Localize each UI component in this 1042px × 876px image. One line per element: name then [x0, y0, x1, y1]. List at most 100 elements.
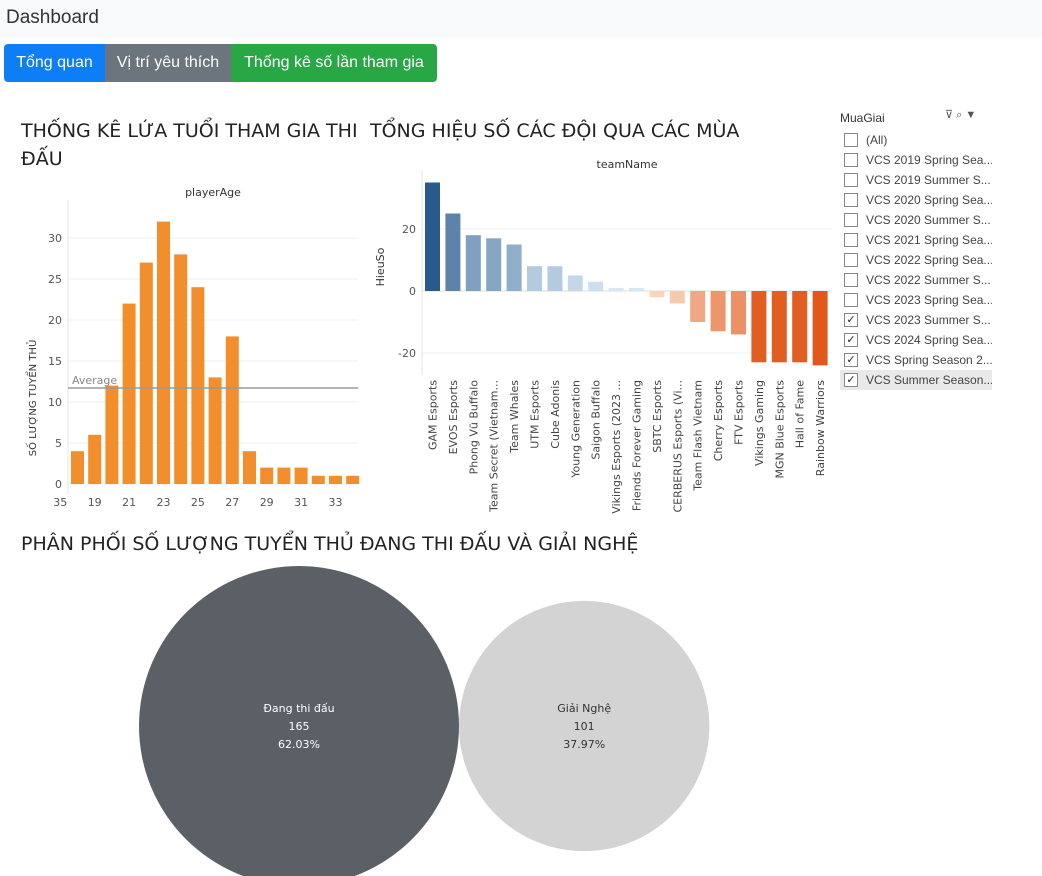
diff-bar[interactable]: [649, 291, 665, 298]
pie-circle[interactable]: [459, 600, 710, 852]
diff-xtick-label: Vikings Esports (2023 ...: [610, 380, 623, 514]
tab-favorite-position-button[interactable]: Vị trí yêu thích: [105, 44, 231, 82]
season-filter-label: VCS 2020 Spring Sea...: [866, 193, 992, 207]
checkbox-icon[interactable]: [844, 213, 858, 227]
diff-bar[interactable]: [771, 291, 787, 363]
checkbox-checked-icon[interactable]: ✓: [844, 313, 858, 327]
age-xtick-label: 35: [53, 496, 67, 509]
age-xtick-label: 31: [294, 496, 308, 509]
season-filter-item[interactable]: VCS 2020 Summer S...: [840, 210, 992, 230]
pie-circle[interactable]: [139, 566, 459, 876]
season-filter-item[interactable]: VCS 2023 Spring Sea...: [840, 290, 992, 310]
dropdown-icon[interactable]: ▼: [965, 109, 977, 121]
diff-bar[interactable]: [608, 287, 624, 291]
pie-value-label: 165: [289, 720, 310, 733]
age-bar[interactable]: [174, 254, 188, 484]
age-bars: [71, 221, 360, 484]
checkbox-icon[interactable]: [844, 253, 858, 267]
diff-xtick-label: Saigon Buffalo: [590, 380, 603, 460]
age-histogram-chart[interactable]: playerAge SỐ LƯỢNG TUYỂN THỦ 0 5 10 15 20 25 3…: [0, 178, 370, 518]
age-bar[interactable]: [277, 467, 291, 484]
checkbox-checked-icon[interactable]: ✓: [844, 333, 858, 347]
season-filter-label: VCS 2022 Summer S...: [866, 273, 991, 287]
diff-bar[interactable]: [792, 291, 808, 363]
season-filter-item[interactable]: VCS 2020 Spring Sea...: [840, 190, 992, 210]
diff-bar[interactable]: [445, 213, 461, 292]
season-filter-item[interactable]: ✓ VCS 2024 Spring Sea...: [840, 330, 992, 350]
age-bar[interactable]: [243, 451, 256, 484]
diff-xtick-label: Cube Adonis: [549, 380, 562, 449]
checkbox-icon[interactable]: [844, 153, 858, 167]
checkbox-icon[interactable]: [844, 173, 858, 187]
age-bar[interactable]: [139, 262, 153, 484]
age-bar[interactable]: [122, 303, 136, 484]
diff-bar[interactable]: [486, 238, 502, 291]
diff-bar[interactable]: [731, 291, 746, 335]
pie-percent-label: 62.03%: [278, 738, 320, 751]
age-bar[interactable]: [329, 475, 342, 484]
diff-bar[interactable]: [506, 244, 522, 292]
age-bar[interactable]: [311, 475, 325, 484]
diff-bar[interactable]: [588, 281, 604, 291]
checkbox-icon[interactable]: [844, 193, 858, 207]
checkbox-icon[interactable]: [844, 233, 858, 247]
age-bar[interactable]: [157, 221, 170, 484]
season-filter-label: VCS 2019 Spring Sea...: [866, 153, 992, 167]
pie-value-label: 101: [574, 720, 595, 733]
age-bar[interactable]: [346, 475, 360, 484]
diff-ytick-label: 20: [402, 223, 416, 236]
age-xtick-label: 21: [122, 496, 136, 509]
age-bar[interactable]: [191, 287, 205, 484]
season-filter-label: VCS 2022 Spring Sea...: [866, 253, 992, 267]
season-filter-item[interactable]: ✓ VCS Summer Season...: [840, 370, 992, 390]
diff-bar[interactable]: [690, 291, 706, 322]
diff-xtick-label: Team Secret (Vietnam...: [488, 380, 501, 513]
season-filter-item[interactable]: VCS 2019 Summer S...: [840, 170, 992, 190]
diff-bar[interactable]: [812, 291, 828, 366]
dashboard-brand[interactable]: Dashboard: [6, 7, 99, 28]
season-filter-item[interactable]: (All): [840, 130, 992, 150]
age-ytick-label: 0: [55, 478, 62, 491]
checkbox-checked-icon[interactable]: ✓: [844, 373, 858, 387]
tab-overview-button[interactable]: Tổng quan: [4, 44, 105, 82]
diff-bar[interactable]: [465, 235, 481, 291]
season-filter-label: (All): [866, 133, 888, 147]
age-bar[interactable]: [71, 451, 84, 484]
diff-yticks: -20 0 20: [398, 223, 416, 360]
age-bar[interactable]: [294, 467, 308, 484]
diff-bar[interactable]: [751, 291, 767, 363]
diff-xtick-label: EVOS Esports: [447, 380, 460, 455]
diff-bar[interactable]: [669, 291, 685, 304]
age-bar[interactable]: [225, 336, 239, 484]
season-filter-item[interactable]: VCS 2019 Spring Sea...: [840, 150, 992, 170]
checkbox-icon[interactable]: [844, 293, 858, 307]
season-filter-item[interactable]: VCS 2022 Summer S...: [840, 270, 992, 290]
diff-bar[interactable]: [629, 287, 644, 291]
diff-bar[interactable]: [547, 266, 563, 291]
team-goal-difference-chart[interactable]: teamName -20 0 20 GAM Esports EVOS Esports P…: [370, 150, 840, 520]
age-bar[interactable]: [88, 434, 102, 484]
diff-bar[interactable]: [710, 291, 726, 332]
checkbox-checked-icon[interactable]: ✓: [844, 353, 858, 367]
pie-chart-title: PHÂN PHỐI SỐ LƯỢNG TUYỂN THỦ ĐANG THI ĐẤ…: [21, 533, 639, 555]
season-filter-item[interactable]: ✓ VCS 2023 Summer S...: [840, 310, 992, 330]
season-filter-item[interactable]: VCS 2021 Spring Sea...: [840, 230, 992, 250]
age-bar[interactable]: [260, 467, 274, 484]
diff-bar[interactable]: [567, 275, 583, 292]
diff-ytick-label: 0: [409, 285, 416, 298]
age-xtick-label: 25: [191, 496, 205, 509]
season-filter-item[interactable]: ✓ VCS Spring Season 2...: [840, 350, 992, 370]
search-icon[interactable]: ⌕: [956, 109, 963, 121]
diff-xtick-label: Phong Vũ Buffalo: [467, 380, 480, 475]
age-chart-header: playerAge: [185, 186, 241, 199]
age-bar[interactable]: [105, 385, 119, 484]
checkbox-icon[interactable]: [844, 273, 858, 287]
filter-clear-icon[interactable]: ⊽: [945, 109, 954, 121]
age-bar[interactable]: [208, 377, 222, 484]
diff-bar[interactable]: [527, 266, 542, 291]
checkbox-icon[interactable]: [844, 133, 858, 147]
season-filter-item[interactable]: VCS 2022 Spring Sea...: [840, 250, 992, 270]
player-status-bubble-chart[interactable]: Đang thi đấu 165 62.03% Giải Nghệ 101 37.97%: [0, 560, 760, 876]
diff-bar[interactable]: [425, 182, 440, 292]
tab-participation-stats-button[interactable]: Thống kê số lần tham gia: [231, 44, 437, 82]
